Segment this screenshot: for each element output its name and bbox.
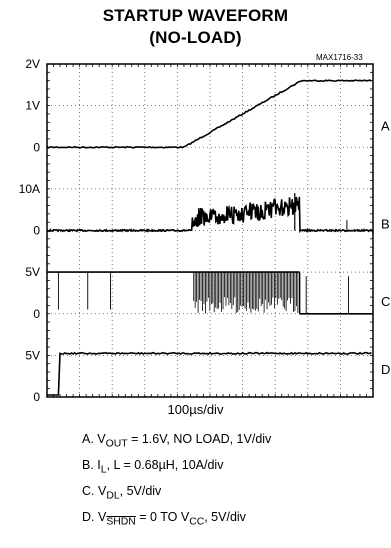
channel-label-d: D	[381, 362, 390, 377]
trace-d-shdn	[47, 351, 372, 396]
y-tick-label: 0	[33, 140, 40, 154]
trace-b-il	[46, 196, 374, 234]
channel-label-b: B	[381, 217, 390, 232]
y-tick-label: 5V	[25, 265, 40, 279]
y-tick-label: 0	[33, 307, 40, 321]
timebase-label: 100µs/div	[167, 402, 224, 417]
channel-label-c: C	[381, 294, 390, 309]
trace-a-vout	[46, 79, 372, 149]
y-tick-label: 0	[33, 224, 40, 238]
y-tick-label: 2V	[25, 57, 40, 71]
y-tick-label: 0	[33, 390, 40, 404]
legend-a: A. VOUT = 1.6V, NO LOAD, 1V/div	[82, 432, 272, 450]
figure-code: MAX1716-33	[316, 53, 363, 62]
channel-label-a: A	[381, 118, 390, 133]
legend-d: D. VSHDN = 0 TO VCC, 5V/div	[82, 510, 246, 528]
legend-b: B. IL, L = 0.68µH, 10A/div	[82, 458, 224, 476]
legend-c: C. VDL, 5V/div	[82, 484, 162, 502]
y-tick-label: 1V	[25, 99, 40, 113]
chart-title-line2: (NO-LOAD)	[149, 28, 242, 47]
chart-title-line1: STARTUP WAVEFORM	[102, 6, 289, 25]
y-tick-label: 10A	[19, 182, 40, 196]
y-tick-label: 5V	[25, 348, 40, 362]
